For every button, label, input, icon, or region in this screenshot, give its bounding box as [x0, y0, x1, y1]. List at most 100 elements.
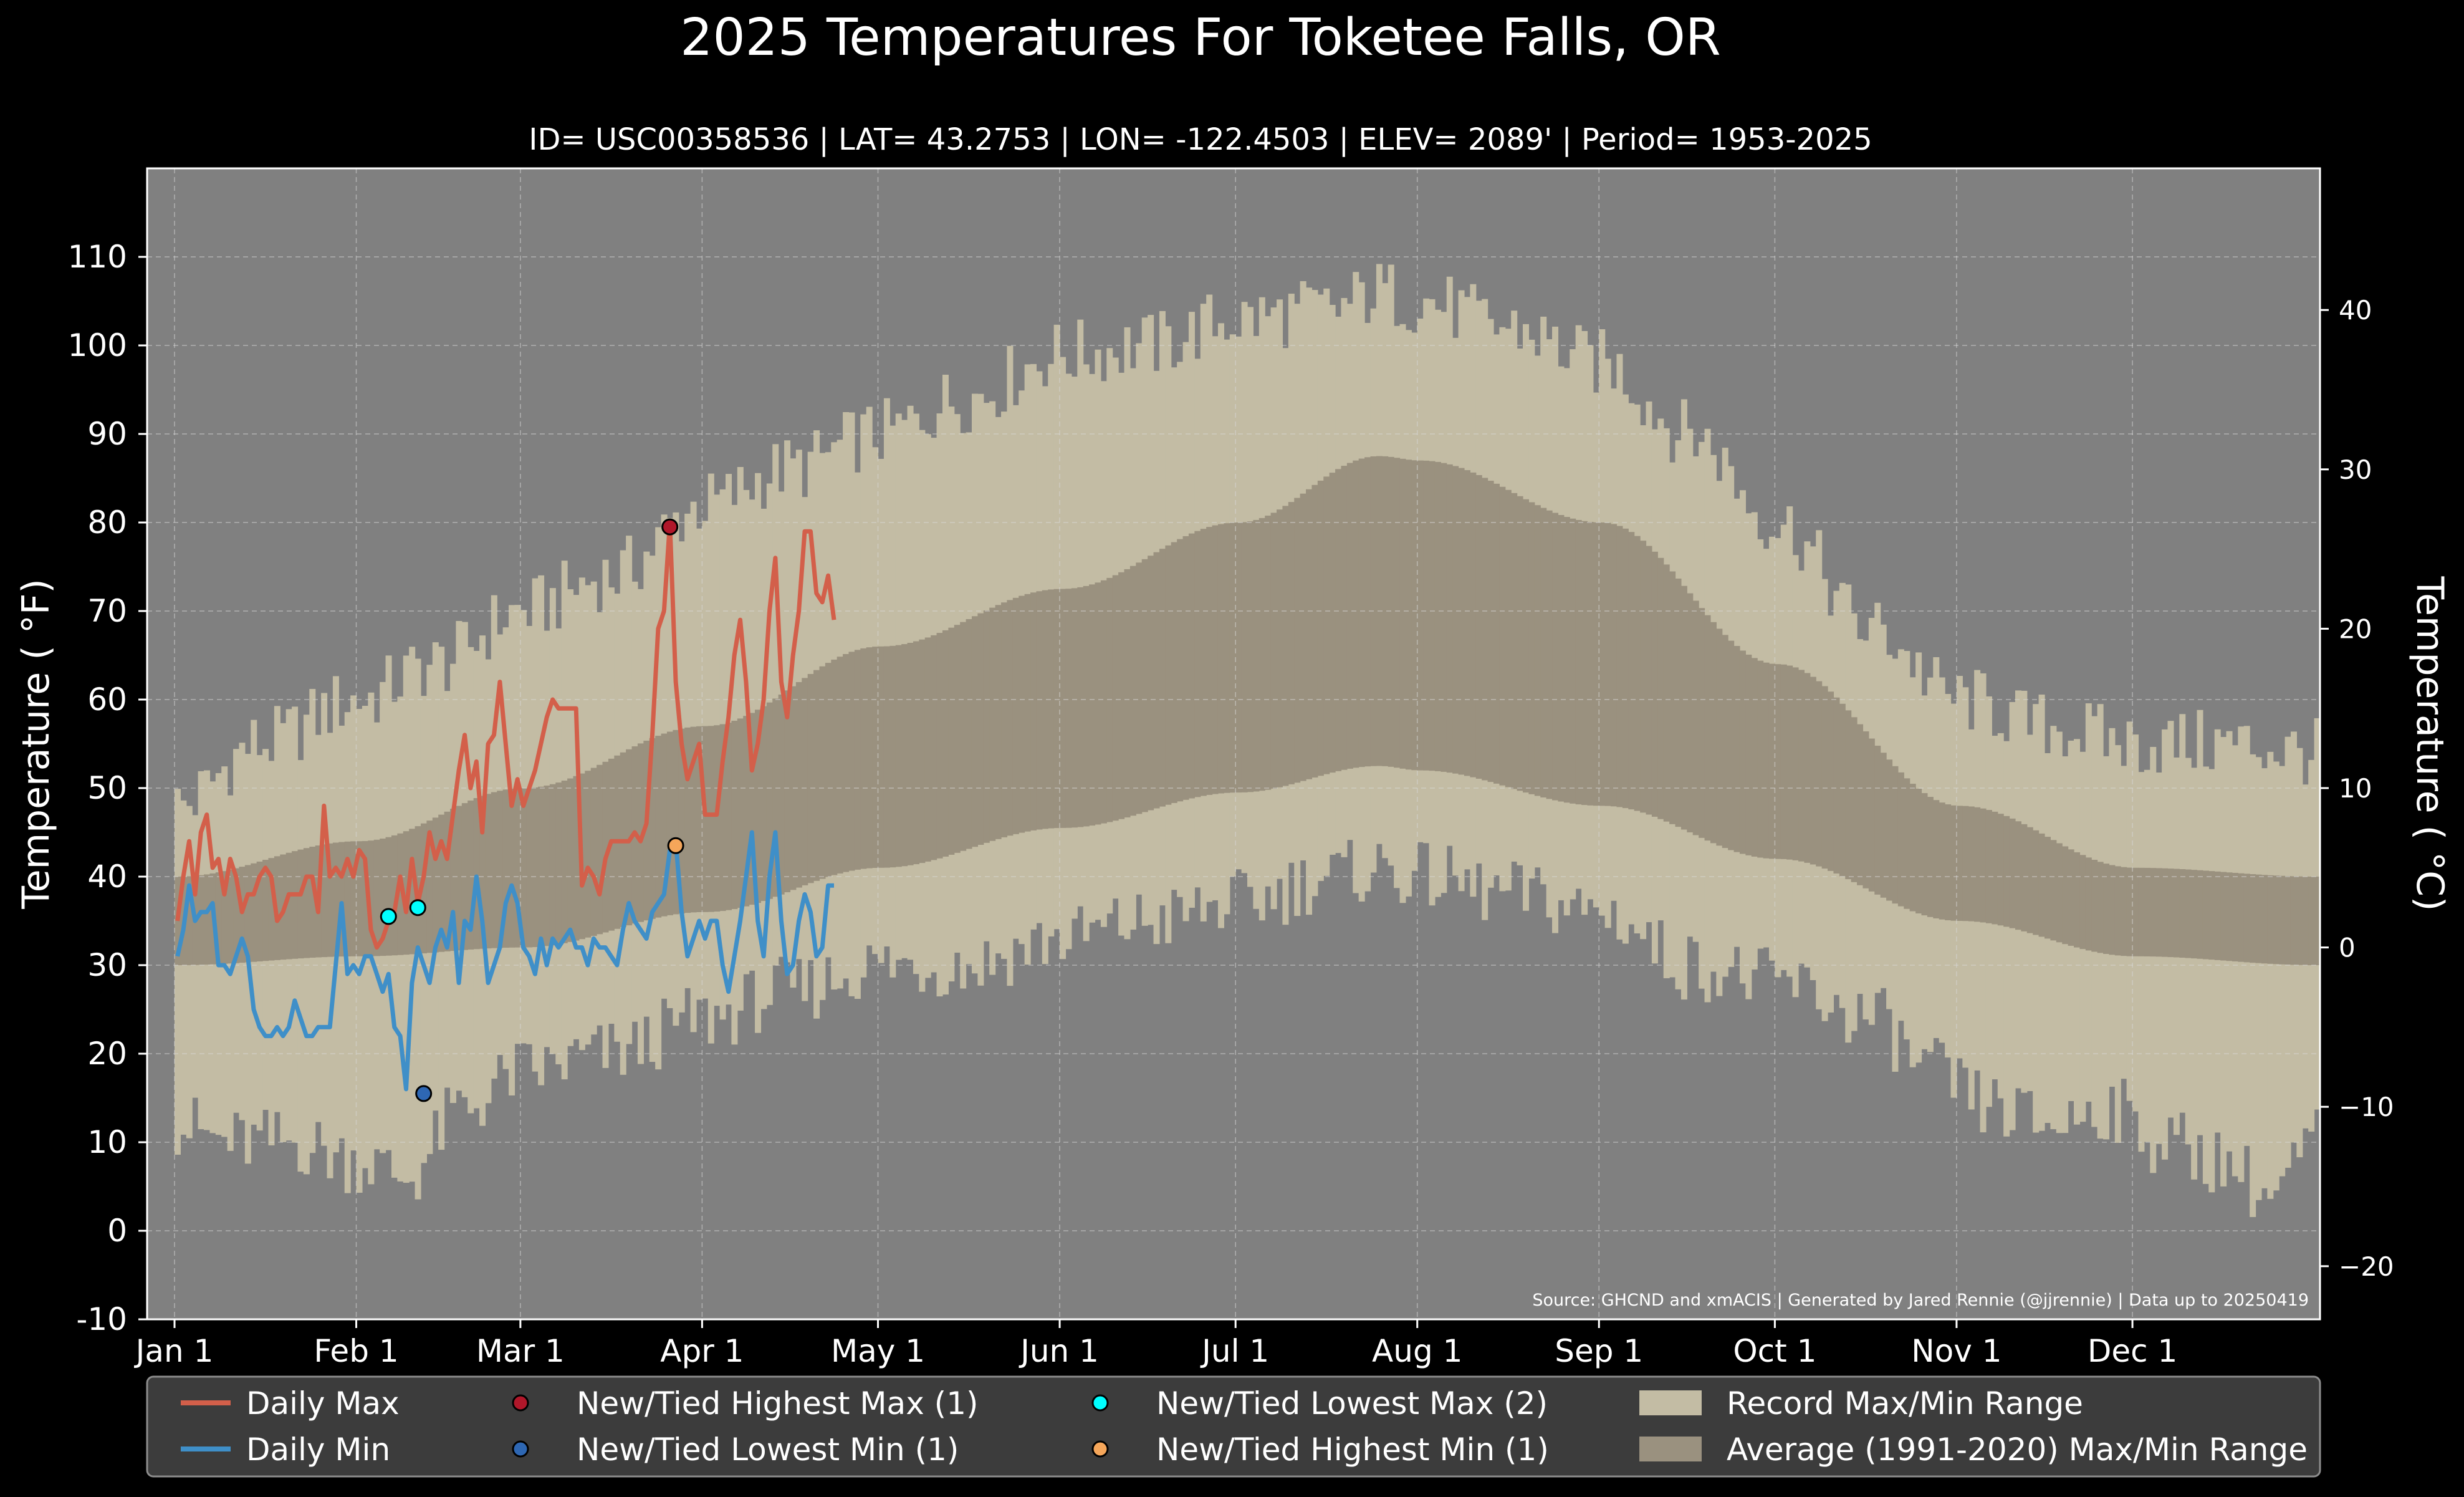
average-range-bar: [1171, 542, 1177, 803]
average-range-bar: [2290, 876, 2297, 965]
average-range-bar: [1294, 498, 1301, 783]
legend-label: Average (1991-2020) Max/Min Range: [1727, 1432, 2308, 1468]
average-range-bar: [2179, 869, 2186, 958]
average-range-bar: [1399, 458, 1406, 769]
chart-title: 2025 Temperatures For Toketee Falls, OR: [680, 8, 1720, 67]
average-range-bar: [784, 690, 791, 893]
average-range-bar: [825, 663, 832, 877]
record-marker: [409, 899, 426, 917]
average-range-bar: [1839, 703, 1846, 877]
average-range-bar: [948, 627, 955, 855]
average-range-bar: [1523, 499, 1530, 793]
average-range-bar: [1675, 578, 1682, 827]
average-range-bar: [2279, 875, 2286, 965]
average-range-bar: [2155, 868, 2162, 957]
average-range-bar: [2121, 867, 2127, 956]
y-tick-label-right: 10: [2339, 773, 2372, 804]
average-range-bar: [409, 829, 416, 955]
average-range-bar: [1687, 593, 1694, 832]
average-range-bar: [2074, 852, 2081, 948]
average-range-bar: [385, 837, 392, 956]
record-range-bar: [2208, 769, 2215, 1193]
average-range-bar: [1499, 486, 1506, 786]
record-range-bar: [2255, 757, 2262, 1200]
average-range-bar: [244, 865, 251, 963]
y-tick-label: 110: [68, 239, 127, 275]
average-range-bar: [942, 630, 949, 857]
average-range-bar: [1563, 517, 1570, 803]
average-range-bar: [2132, 867, 2139, 956]
average-range-bar: [520, 788, 527, 948]
record-range-bar: [2267, 751, 2274, 1199]
average-range-bar: [1593, 522, 1599, 806]
plot-area: Source: GHCND and xmACIS | Generated by …: [146, 167, 2321, 1321]
record-range-bar: [2220, 737, 2227, 1187]
average-range-bar: [2114, 866, 2121, 956]
average-range-bar: [1950, 805, 1957, 921]
average-range-bar: [2173, 869, 2180, 958]
average-range-bar: [1089, 584, 1096, 826]
average-range-bar: [2267, 875, 2274, 964]
average-range-bar: [802, 678, 808, 885]
average-range-bar: [1482, 478, 1488, 781]
average-range-bar: [1434, 461, 1441, 771]
average-range-bar: [1763, 662, 1770, 859]
x-tick-label: Sep 1: [1555, 1333, 1643, 1369]
average-range-bar: [637, 743, 644, 922]
average-range-bar: [1065, 589, 1072, 828]
average-range-bar: [2202, 870, 2209, 960]
record-marker: [661, 518, 679, 536]
average-range-bar: [707, 726, 714, 912]
y-tick-label: 90: [87, 416, 127, 452]
average-range-bar: [655, 736, 662, 918]
average-range-bar: [2191, 870, 2198, 959]
average-range-bar: [1828, 691, 1834, 871]
average-range-bar: [1651, 551, 1658, 817]
average-range-bar: [2273, 875, 2279, 965]
average-range-bar: [1148, 556, 1154, 811]
average-range-bar: [1323, 476, 1330, 774]
average-range-bar: [585, 771, 592, 938]
average-range-bar: [1757, 660, 1764, 858]
y-tick-label-right: 20: [2339, 614, 2372, 644]
average-range-bar: [1733, 646, 1740, 852]
legend-label: Record Max/Min Range: [1727, 1385, 2083, 1422]
average-range-bar: [2079, 855, 2086, 950]
x-tick-label: Apr 1: [660, 1333, 744, 1369]
legend-label: Daily Min: [246, 1432, 390, 1468]
average-range-bar: [696, 726, 702, 912]
average-range-bar: [1311, 484, 1318, 778]
average-range-bar: [2044, 837, 2051, 939]
average-range-bar: [760, 706, 767, 902]
y-tick-label: 60: [87, 681, 127, 718]
average-range-bar: [1036, 591, 1043, 830]
y-tick-label-right: 30: [2339, 455, 2372, 485]
average-range-bar: [186, 876, 193, 965]
average-range-bar: [960, 622, 967, 851]
average-range-bar: [1317, 480, 1324, 776]
average-range-bar: [1640, 541, 1647, 813]
average-range-bar: [268, 858, 275, 961]
y-tick-label: 40: [87, 859, 127, 895]
x-axis: Jan 1 Feb 1 Mar 1 Apr 1 May 1 Jun 1 Jul 1 Aug 1…: [134, 1319, 2177, 1369]
average-range-bar: [954, 625, 961, 853]
average-range-bar: [215, 872, 222, 965]
average-range-bar: [1382, 456, 1389, 766]
average-range-bar: [1405, 460, 1412, 770]
x-tick-label: Oct 1: [1733, 1333, 1816, 1369]
average-range-bar: [1007, 600, 1014, 836]
average-range-bar: [2109, 865, 2116, 955]
average-range-bar: [549, 784, 556, 946]
average-range-bar: [262, 860, 269, 961]
average-range-bar: [2021, 824, 2028, 931]
average-range-bar: [772, 698, 779, 897]
average-range-bar: [995, 605, 1002, 839]
average-range-bar: [737, 718, 744, 908]
average-range-bar: [1353, 460, 1359, 768]
average-range-bar: [590, 768, 597, 936]
record-marker: [667, 837, 684, 854]
average-range-bar: [1200, 529, 1207, 796]
average-range-bar: [526, 787, 533, 948]
source-note: Source: GHCND and xmACIS | Generated by …: [1532, 1291, 2309, 1310]
average-range-bar: [1053, 589, 1060, 829]
